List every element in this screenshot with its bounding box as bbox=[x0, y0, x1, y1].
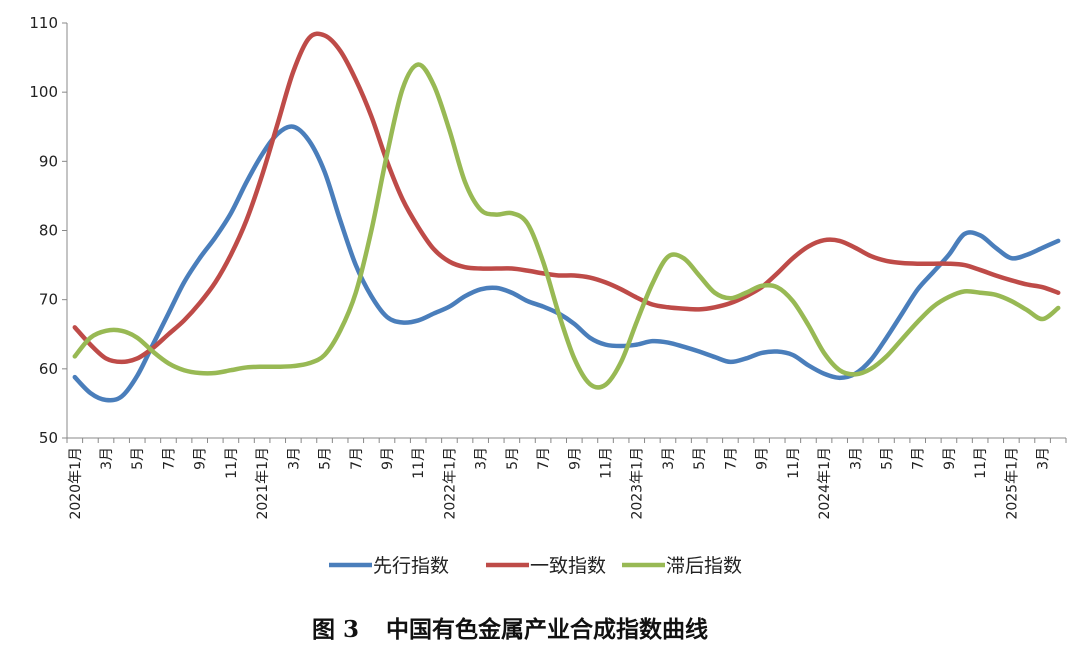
x-tick-label: 3月 bbox=[99, 447, 115, 470]
x-tick-label: 2022年1月 bbox=[442, 447, 458, 520]
x-tick-label: 9月 bbox=[380, 447, 396, 470]
x-tick-label: 7月 bbox=[723, 447, 739, 470]
x-tick-label: 3月 bbox=[848, 447, 864, 470]
y-axis-ticks: 50 60 70 80 90 100 110 bbox=[29, 14, 67, 447]
series-line-lagging bbox=[72, 62, 1061, 390]
x-tick-label: 2023年1月 bbox=[630, 447, 646, 520]
legend-label-leading: 先行指数 bbox=[373, 555, 449, 577]
x-tick-label: 9月 bbox=[193, 447, 209, 470]
caption-title: 中国有色金属产业合成指数曲线 bbox=[386, 616, 708, 643]
x-tick-label: 5月 bbox=[130, 447, 146, 470]
x-tick-label: 3月 bbox=[1036, 447, 1052, 470]
y-tick-label: 70 bbox=[39, 291, 58, 309]
x-tick-label: 5月 bbox=[318, 447, 334, 470]
y-tick-label: 90 bbox=[39, 152, 58, 170]
axes bbox=[66, 23, 1066, 439]
x-tick-label: 7月 bbox=[349, 447, 365, 470]
x-tick-label: 9月 bbox=[942, 447, 958, 470]
x-axis-ticks: 2020年1月 3月 5月 7月 9月 11月 2021年1月 3月 5月 7月 9月 11月 2022… bbox=[66, 438, 1067, 520]
x-tick-label: 2024年1月 bbox=[817, 447, 833, 520]
series-lines bbox=[72, 31, 1061, 403]
x-tick-label: 2021年1月 bbox=[255, 447, 271, 520]
x-tick-label: 2025年1月 bbox=[1004, 447, 1020, 520]
x-tick-label: 5月 bbox=[879, 447, 895, 470]
y-tick-label: 110 bbox=[29, 14, 58, 32]
caption-label: 图 3 bbox=[312, 616, 359, 643]
x-tick-label: 11月 bbox=[786, 447, 802, 479]
y-tick-label: 50 bbox=[39, 429, 58, 447]
x-tick-label: 5月 bbox=[692, 447, 708, 470]
figure-caption: 图 3 中国有色金属产业合成指数曲线 bbox=[312, 616, 708, 643]
x-tick-label: 11月 bbox=[973, 447, 989, 479]
legend-label-coincident: 一致指数 bbox=[530, 555, 606, 577]
x-tick-label: 3月 bbox=[661, 447, 677, 470]
x-tick-label: 2020年1月 bbox=[68, 447, 84, 520]
y-tick-label: 100 bbox=[29, 83, 58, 101]
x-tick-label: 7月 bbox=[911, 447, 927, 470]
x-tick-label: 7月 bbox=[161, 447, 177, 470]
x-tick-label: 11月 bbox=[224, 447, 240, 479]
x-tick-label: 11月 bbox=[411, 447, 427, 479]
series-line-coincident bbox=[72, 31, 1061, 365]
series-line-leading bbox=[72, 124, 1061, 403]
x-tick-label: 11月 bbox=[599, 447, 615, 479]
legend-label-lagging: 滞后指数 bbox=[666, 555, 742, 577]
y-tick-label: 80 bbox=[39, 222, 58, 240]
legend: 先行指数 一致指数 滞后指数 bbox=[329, 555, 742, 577]
x-tick-label: 5月 bbox=[505, 447, 521, 470]
x-tick-label: 7月 bbox=[536, 447, 552, 470]
x-tick-label: 3月 bbox=[474, 447, 490, 470]
y-tick-label: 60 bbox=[39, 360, 58, 378]
x-tick-label: 3月 bbox=[286, 447, 302, 470]
x-tick-label: 9月 bbox=[755, 447, 771, 470]
x-tick-label: 9月 bbox=[567, 447, 583, 470]
